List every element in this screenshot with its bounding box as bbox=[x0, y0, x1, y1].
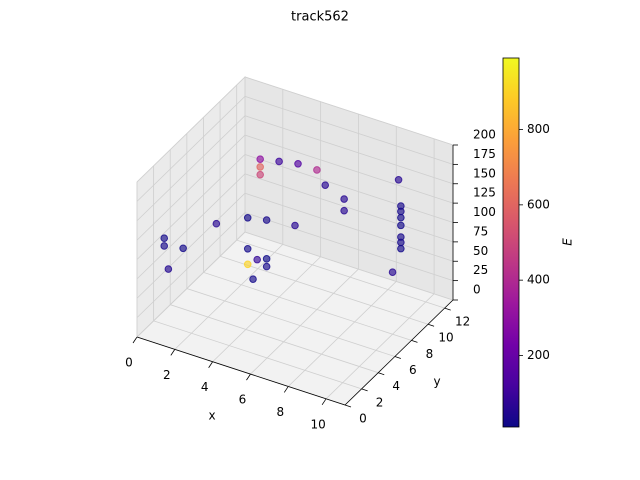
grid-line bbox=[136, 154, 454, 260]
tick-mark bbox=[444, 307, 451, 311]
x-tick-label: 10 bbox=[310, 417, 325, 431]
point bbox=[294, 159, 302, 168]
point bbox=[397, 221, 405, 230]
point bbox=[397, 233, 405, 241]
tick-mark bbox=[361, 388, 368, 392]
point bbox=[160, 242, 169, 250]
point bbox=[164, 265, 173, 273]
x-axis-label: x bbox=[208, 409, 215, 423]
colorbar-label: E bbox=[561, 238, 575, 246]
x-tick-label: 0 bbox=[125, 356, 133, 370]
tick-mark bbox=[394, 356, 401, 359]
point bbox=[249, 275, 257, 283]
point bbox=[256, 170, 264, 179]
z-tick-label: 75 bbox=[473, 224, 488, 238]
grid-line bbox=[136, 134, 454, 241]
point bbox=[243, 260, 252, 269]
y-tick-label: 0 bbox=[359, 412, 367, 426]
z-tick-label: 175 bbox=[473, 147, 496, 161]
point bbox=[262, 262, 271, 271]
point bbox=[253, 255, 261, 264]
tick-mark bbox=[283, 386, 289, 393]
grid-line bbox=[136, 173, 454, 280]
colorbar-tick-label: 800 bbox=[527, 122, 550, 136]
point bbox=[321, 181, 330, 189]
point bbox=[394, 175, 403, 184]
y-tick-label: 4 bbox=[392, 379, 400, 393]
grid-line bbox=[136, 192, 454, 299]
z-tick-label: 200 bbox=[473, 128, 496, 142]
point bbox=[397, 244, 405, 253]
tick-mark bbox=[378, 372, 385, 376]
z-tick-label: 150 bbox=[473, 166, 496, 180]
grid-line bbox=[136, 231, 454, 338]
grid-line bbox=[136, 95, 454, 202]
y-tick-label: 12 bbox=[455, 315, 470, 329]
z-tick-label: 0 bbox=[473, 283, 481, 297]
point bbox=[243, 244, 252, 253]
point bbox=[275, 157, 283, 166]
y-tick-label: 8 bbox=[426, 347, 434, 361]
point bbox=[243, 213, 252, 222]
point bbox=[256, 163, 264, 171]
grid-line bbox=[136, 115, 454, 222]
colorbar-tick-label: 200 bbox=[527, 348, 550, 362]
point bbox=[397, 202, 405, 210]
x-tick-label: 2 bbox=[163, 368, 171, 382]
z-tick-label: 50 bbox=[473, 244, 488, 258]
y-axis-label: y bbox=[433, 375, 440, 389]
y-tick-label: 10 bbox=[438, 331, 453, 345]
x-tick-label: 4 bbox=[201, 380, 209, 394]
point bbox=[262, 255, 271, 263]
point bbox=[388, 268, 397, 277]
grid-line bbox=[136, 76, 454, 183]
colorbar-tick-label: 600 bbox=[527, 197, 550, 211]
point bbox=[291, 221, 299, 230]
axis-line bbox=[136, 336, 346, 406]
x-tick-label: 6 bbox=[239, 393, 247, 407]
tick-mark bbox=[427, 323, 435, 327]
tick-mark bbox=[411, 340, 418, 343]
y-tick-label: 6 bbox=[409, 363, 417, 377]
y-tick-label: 2 bbox=[376, 395, 384, 409]
tick-mark bbox=[246, 373, 251, 381]
tick-mark bbox=[344, 404, 352, 408]
colorbar bbox=[502, 57, 520, 428]
chart-title: track562 bbox=[291, 10, 349, 25]
tick-mark bbox=[321, 398, 327, 406]
point bbox=[212, 219, 221, 228]
point bbox=[397, 213, 405, 222]
point bbox=[340, 195, 348, 203]
z-tick-label: 125 bbox=[473, 186, 496, 200]
point bbox=[340, 206, 348, 215]
tick-mark bbox=[208, 361, 213, 368]
colorbar-tick-label: 400 bbox=[527, 273, 550, 287]
tick-mark bbox=[132, 336, 138, 344]
point bbox=[313, 166, 321, 174]
point bbox=[179, 244, 187, 253]
z-tick-label: 25 bbox=[473, 263, 488, 277]
axis-line bbox=[344, 299, 454, 406]
grid-line bbox=[136, 212, 454, 318]
tick-mark bbox=[170, 349, 176, 356]
z-tick-label: 100 bbox=[473, 205, 496, 219]
point bbox=[262, 216, 271, 224]
point bbox=[256, 155, 264, 163]
x-tick-label: 8 bbox=[276, 405, 284, 419]
point bbox=[160, 234, 169, 243]
